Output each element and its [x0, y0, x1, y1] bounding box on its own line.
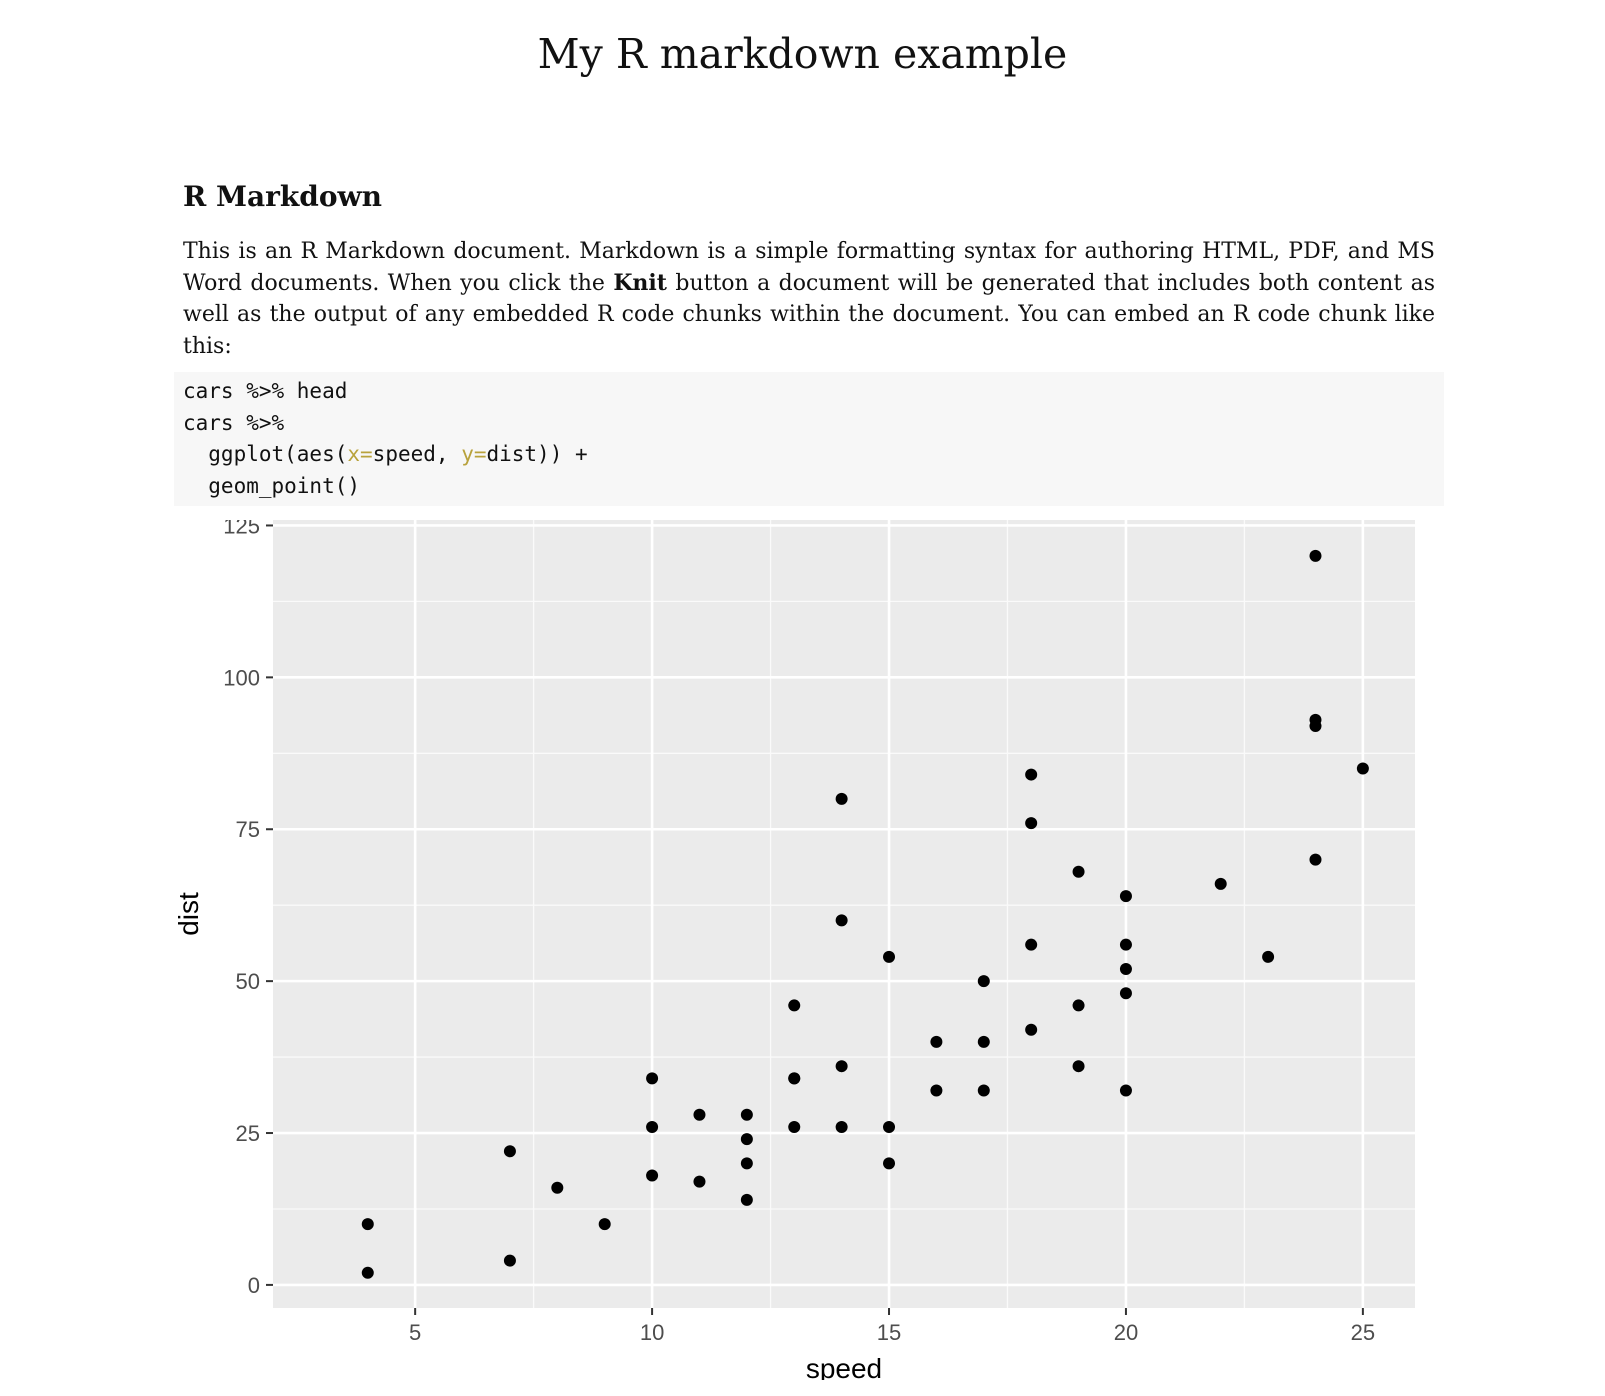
data-point	[740, 1108, 753, 1121]
data-point	[740, 1157, 753, 1170]
data-point	[693, 1175, 706, 1188]
scatter-plot: 5 10 15 20 25 0 25 50 75 100 125 speed dist	[173, 520, 1415, 1380]
data-point	[977, 1084, 990, 1097]
data-point	[1025, 768, 1038, 781]
data-point	[1119, 938, 1132, 951]
data-point	[883, 1157, 896, 1170]
data-point	[646, 1169, 659, 1182]
data-point	[361, 1218, 374, 1231]
data-point	[835, 1120, 848, 1133]
data-point	[788, 999, 801, 1012]
data-point	[598, 1218, 611, 1231]
x-tick-label: 5	[409, 1320, 421, 1345]
paragraph-text-1: This is an R Markdown document. Markdown…	[183, 239, 1435, 296]
data-point	[977, 975, 990, 988]
intro-paragraph: This is an R Markdown document. Markdown…	[183, 236, 1435, 362]
code-token: ggplot(aes(	[183, 442, 348, 466]
data-point	[1072, 865, 1085, 878]
y-tick-label: 0	[248, 1273, 260, 1298]
data-point	[1072, 999, 1085, 1012]
data-point	[693, 1108, 706, 1121]
data-point	[1072, 1060, 1085, 1073]
code-chunk: cars %>% head cars %>% ggplot(aes(x=spee…	[174, 372, 1444, 506]
data-point	[788, 1072, 801, 1085]
section-heading: R Markdown	[183, 180, 383, 213]
y-tick-label: 25	[236, 1121, 260, 1146]
data-point	[883, 950, 896, 963]
x-tick-label: 10	[640, 1320, 664, 1345]
y-tick-label: 75	[236, 817, 260, 842]
data-point	[835, 792, 848, 805]
data-point	[930, 1084, 943, 1097]
code-token: dist)) +	[486, 442, 588, 466]
data-point	[1025, 817, 1038, 830]
code-token: speed,	[372, 442, 462, 466]
code-line-3: ggplot(aes(x=speed, y=dist)) +	[183, 439, 1444, 471]
paragraph-text-2: button a document will be generated that…	[183, 270, 1435, 359]
data-point	[361, 1266, 374, 1279]
data-point	[1119, 962, 1132, 975]
code-arg-x: x=	[347, 442, 373, 466]
data-point	[1214, 877, 1227, 890]
data-point	[503, 1145, 516, 1158]
data-point	[1119, 987, 1132, 1000]
data-point	[503, 1254, 516, 1267]
data-point	[1309, 713, 1322, 726]
y-tick-label: 125	[223, 520, 260, 538]
code-line-4: geom_point()	[183, 473, 361, 498]
data-point	[551, 1181, 564, 1194]
data-point	[1119, 1084, 1132, 1097]
data-point	[646, 1120, 659, 1133]
document-title: My R markdown example	[537, 30, 1068, 78]
x-tick-label: 20	[1114, 1320, 1138, 1345]
plot-panel	[273, 520, 1415, 1308]
x-tick-label: 15	[877, 1320, 901, 1345]
data-point	[1356, 762, 1369, 775]
data-point	[977, 1035, 990, 1048]
data-point	[930, 1035, 943, 1048]
knit-bold-text: Knit	[613, 269, 667, 296]
code-line-2: cars %>%	[183, 410, 285, 435]
data-point	[740, 1193, 753, 1206]
data-point	[1309, 549, 1322, 562]
y-tick-label: 100	[223, 665, 260, 690]
data-point	[1025, 938, 1038, 951]
code-line-1: cars %>% head	[183, 379, 348, 403]
data-point	[1025, 1023, 1038, 1036]
data-point	[883, 1120, 896, 1133]
y-tick-label: 50	[236, 969, 260, 994]
data-point	[835, 1060, 848, 1073]
x-tick-label: 25	[1351, 1320, 1375, 1345]
data-point	[835, 914, 848, 927]
code-arg-y: y=	[461, 442, 487, 466]
y-axis-title: dist	[173, 892, 204, 936]
data-point	[1119, 890, 1132, 903]
x-axis-title: speed	[806, 1353, 882, 1380]
data-point	[1262, 950, 1275, 963]
data-point	[1309, 853, 1322, 866]
data-point	[740, 1133, 753, 1146]
data-point	[788, 1120, 801, 1133]
data-point	[646, 1072, 659, 1085]
